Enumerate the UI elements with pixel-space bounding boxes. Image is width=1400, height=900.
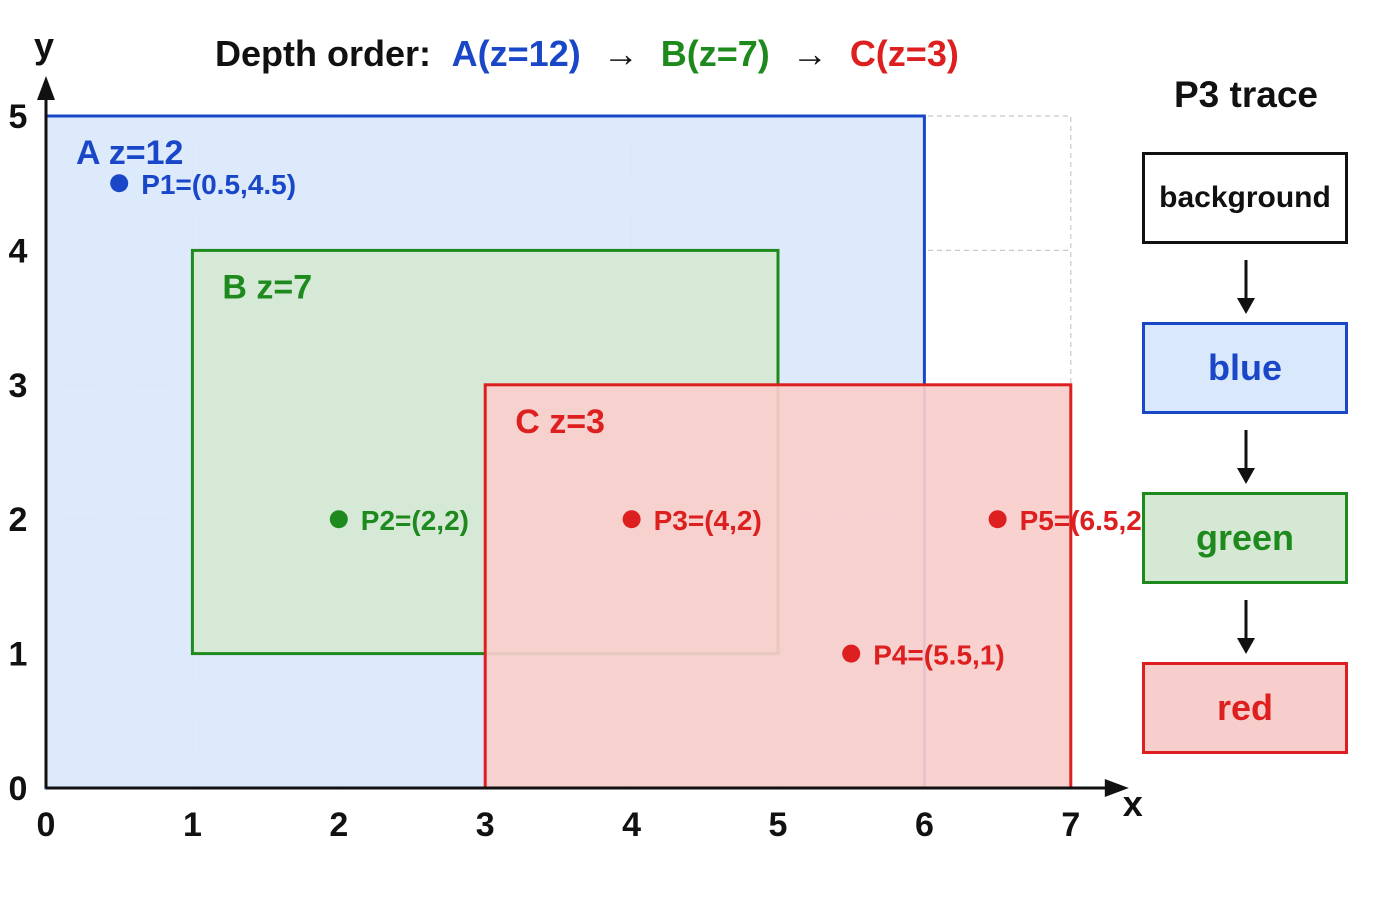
point-marker [622, 510, 641, 529]
point-label: P5=(6.5,2) [1020, 505, 1152, 536]
rect-label-c: C z=3 [515, 403, 605, 441]
trace-step-label: blue [1207, 347, 1282, 388]
title-arrow-2: → [792, 33, 828, 74]
diagram-title: Depth order: A(z=12) → B(z=7) → C(z=3) [215, 33, 959, 74]
y-axis-label: y [34, 25, 54, 66]
y-tick-label: 2 [9, 501, 28, 539]
point-label: P4=(5.5,1) [873, 640, 1005, 671]
y-tick-label: 3 [9, 367, 28, 405]
trace-step-blue: blue [1142, 322, 1348, 414]
y-tick-label: 4 [9, 232, 28, 270]
y-axis-arrow-icon [37, 76, 55, 100]
point-label: P2=(2,2) [361, 505, 469, 536]
rect-c [483, 383, 1073, 790]
x-tick-label: 4 [622, 806, 641, 844]
y-tick-label: 0 [9, 770, 28, 808]
y-tick-label: 1 [9, 636, 28, 674]
point-marker [988, 510, 1007, 529]
trace-step-label: green [1195, 517, 1295, 558]
x-axis-label: x [1123, 783, 1143, 824]
down-arrow-icon [1237, 260, 1255, 314]
down-arrow-icon [1237, 600, 1255, 654]
trace-step-label: red [1216, 687, 1274, 728]
title-prefix: Depth order: [215, 33, 431, 74]
trace-step-background: background [1142, 152, 1348, 244]
trace-step-green: green [1142, 492, 1348, 584]
x-tick-label: 0 [37, 806, 56, 844]
y-tick-label: 5 [9, 98, 28, 136]
x-tick-label: 3 [476, 806, 495, 844]
point-label: P3=(4,2) [654, 505, 762, 536]
x-tick-label: 5 [769, 806, 788, 844]
rect-label-a: A z=12 [76, 134, 183, 172]
point-marker [110, 174, 129, 193]
trace-title: P3 trace [1174, 74, 1318, 115]
title-item-b: B(z=7) [661, 33, 770, 74]
title-item-a: A(z=12) [452, 33, 581, 74]
x-tick-label: 1 [183, 806, 202, 844]
title-item-c: C(z=3) [850, 33, 959, 74]
trace-step-label: background [1159, 181, 1331, 214]
x-tick-label: 7 [1061, 806, 1080, 844]
x-tick-label: 2 [329, 806, 348, 844]
down-arrow-icon [1237, 430, 1255, 484]
rect-label-b: B z=7 [222, 268, 312, 306]
point-marker [329, 510, 348, 529]
x-axis-arrow-icon [1104, 779, 1129, 797]
point-label: P1=(0.5,4.5) [141, 169, 296, 200]
x-tick-label: 6 [915, 806, 934, 844]
title-arrow-1: → [603, 33, 639, 74]
trace-step-red: red [1142, 662, 1348, 754]
point-marker [842, 644, 861, 663]
